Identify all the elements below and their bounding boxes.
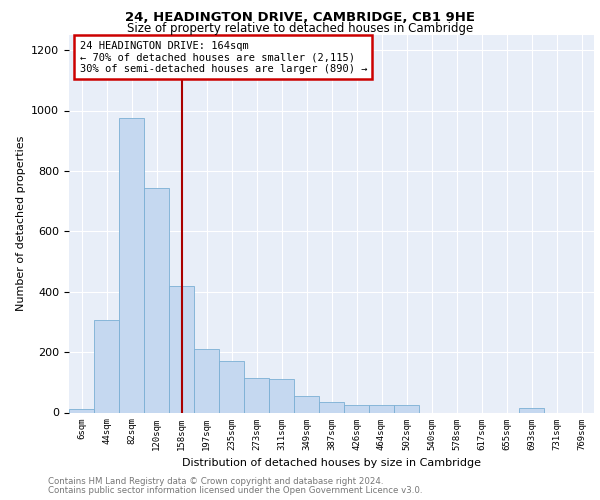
Text: Contains public sector information licensed under the Open Government Licence v3: Contains public sector information licen… (48, 486, 422, 495)
Y-axis label: Number of detached properties: Number of detached properties (16, 136, 26, 312)
Text: 24, HEADINGTON DRIVE, CAMBRIDGE, CB1 9HE: 24, HEADINGTON DRIVE, CAMBRIDGE, CB1 9HE (125, 11, 475, 24)
Bar (319, 402, 344, 412)
Text: Contains HM Land Registry data © Crown copyright and database right 2024.: Contains HM Land Registry data © Crown c… (48, 477, 383, 486)
X-axis label: Distribution of detached houses by size in Cambridge: Distribution of detached houses by size … (182, 458, 481, 468)
Bar (269, 380, 294, 412)
Bar (194, 349, 219, 412)
Bar (94, 320, 119, 412)
Bar (69, 410, 94, 412)
Bar (244, 378, 269, 412)
Bar (119, 118, 144, 412)
Bar (344, 405, 369, 412)
Bar (519, 408, 544, 412)
Bar (169, 286, 194, 412)
Bar (294, 396, 319, 412)
Text: Size of property relative to detached houses in Cambridge: Size of property relative to detached ho… (127, 22, 473, 35)
Bar (369, 405, 394, 412)
Bar (144, 188, 169, 412)
Text: 24 HEADINGTON DRIVE: 164sqm
← 70% of detached houses are smaller (2,115)
30% of : 24 HEADINGTON DRIVE: 164sqm ← 70% of det… (79, 40, 367, 74)
Bar (394, 405, 419, 412)
Bar (219, 361, 244, 412)
